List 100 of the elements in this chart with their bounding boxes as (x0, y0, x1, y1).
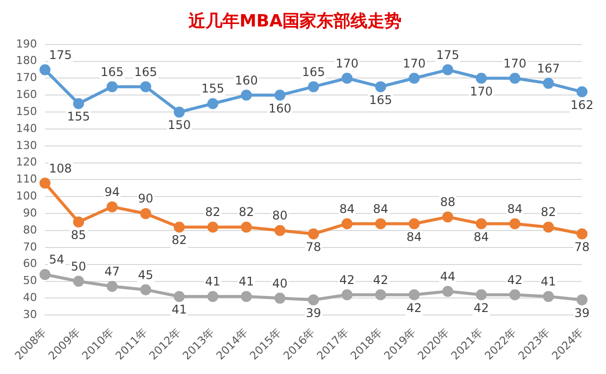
point (39, 178, 50, 189)
data-label: 78 (306, 240, 322, 254)
y-tick-label: 90 (22, 206, 37, 220)
point (342, 218, 353, 230)
data-label: 82 (205, 205, 220, 220)
y-tick-label: 190 (16, 37, 37, 50)
data-label: 50 (70, 259, 86, 274)
data-label: 82 (172, 233, 187, 248)
point (174, 106, 185, 118)
data-label: 150 (168, 118, 191, 132)
point (207, 222, 218, 233)
point (576, 86, 588, 98)
point (174, 290, 185, 302)
point (375, 289, 386, 300)
point (408, 289, 420, 300)
data-label: 82 (540, 205, 556, 220)
point (342, 72, 353, 84)
point (73, 98, 84, 110)
data-label: 108 (48, 161, 72, 176)
point (308, 228, 319, 240)
point (106, 280, 118, 292)
point (476, 289, 487, 300)
data-label: 84 (474, 230, 489, 244)
data-label: 39 (306, 306, 322, 320)
point (542, 290, 554, 302)
point (576, 294, 588, 306)
data-label: 155 (67, 110, 90, 124)
data-label: 175 (48, 48, 72, 62)
data-label: 165 (134, 64, 158, 79)
y-tick-label: 150 (16, 104, 37, 118)
data-label: 160 (234, 73, 258, 88)
point (542, 222, 554, 233)
point (408, 218, 420, 230)
data-label: 170 (470, 84, 493, 98)
data-label: 47 (104, 264, 120, 278)
point (106, 201, 118, 212)
point (375, 81, 386, 92)
data-label: 165 (369, 92, 392, 107)
data-label: 167 (536, 61, 560, 76)
y-tick-label: 60 (22, 257, 37, 270)
point (576, 228, 588, 240)
data-label: 165 (302, 64, 325, 79)
data-label: 90 (138, 192, 154, 206)
point (240, 222, 252, 233)
point (274, 292, 286, 304)
point (140, 81, 152, 92)
point (342, 289, 353, 300)
point (73, 216, 84, 228)
point (375, 218, 386, 230)
y-tick-label: 110 (16, 172, 37, 186)
data-label: 41 (540, 274, 556, 289)
point (140, 284, 152, 296)
data-label: 84 (372, 202, 388, 216)
point (207, 98, 218, 110)
point (308, 81, 319, 92)
data-label: 155 (201, 82, 224, 96)
y-tick-label: 50 (22, 274, 37, 288)
data-label: 170 (336, 56, 359, 70)
chart-title: 近几年MBA国家东部线走势 (187, 12, 402, 32)
data-label: 82 (238, 205, 254, 220)
y-tick-label: 170 (16, 71, 37, 84)
point (140, 208, 152, 220)
data-label: 45 (138, 268, 154, 282)
point (442, 286, 454, 297)
point (39, 268, 50, 280)
data-label: 42 (339, 272, 355, 287)
data-label: 88 (440, 195, 456, 210)
point (408, 72, 420, 84)
data-label: 165 (100, 64, 124, 79)
point (442, 64, 454, 76)
data-label: 80 (272, 208, 288, 223)
data-label: 85 (70, 228, 86, 242)
y-tick-label: 100 (16, 190, 37, 203)
y-tick-label: 160 (16, 88, 37, 102)
data-label: 41 (172, 302, 187, 317)
y-tick-label: 70 (22, 240, 37, 254)
point (274, 225, 286, 236)
point (240, 290, 252, 302)
data-label: 84 (339, 202, 355, 216)
data-label: 170 (503, 56, 526, 70)
y-tick-label: 120 (16, 156, 37, 169)
data-label: 94 (104, 184, 120, 199)
data-label: 41 (205, 274, 220, 289)
data-label: 160 (268, 101, 292, 116)
data-label: 42 (507, 272, 523, 287)
data-label: 54 (48, 252, 64, 267)
data-label: 84 (507, 202, 523, 216)
y-tick-label: 40 (22, 291, 37, 304)
y-tick-label: 180 (16, 54, 37, 68)
data-label: 170 (402, 56, 426, 70)
point (509, 289, 520, 300)
data-label: 41 (238, 274, 254, 289)
point (509, 72, 520, 84)
point (240, 90, 252, 101)
data-label: 84 (406, 230, 422, 244)
point (442, 211, 454, 222)
y-tick-label: 130 (16, 138, 37, 152)
point (274, 90, 286, 101)
y-tick-label: 140 (16, 122, 37, 135)
point (73, 276, 84, 287)
